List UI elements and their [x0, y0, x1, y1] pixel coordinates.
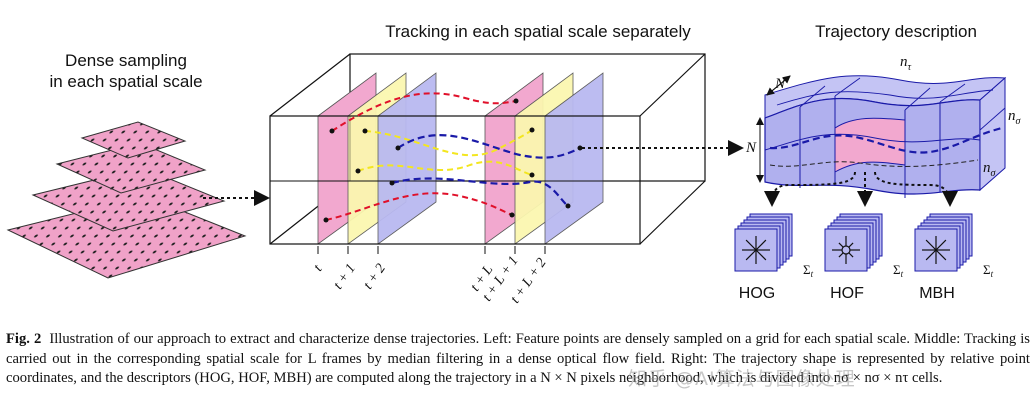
descriptor-stack-hof — [824, 213, 883, 272]
title-trajectory-description: Trajectory description — [815, 22, 977, 41]
label-frame-t2: t + 2 — [361, 261, 389, 292]
label-N-top: N — [774, 76, 786, 92]
trajectory-red-bottom — [325, 192, 513, 221]
trajectories — [323, 92, 583, 223]
label-n-tau: nτ — [900, 54, 912, 73]
label-n-sigma-2: nσ — [983, 160, 997, 179]
gradient-star-icon — [742, 236, 770, 264]
trajectory-yellow-2 — [357, 160, 533, 176]
caption-text: Illustration of our approach to extract … — [6, 331, 1030, 386]
pyramid-layer-1 — [80, 121, 187, 159]
descriptor-stack-mbh — [914, 213, 973, 272]
title-dense-sampling-line1: Dense sampling — [65, 51, 187, 70]
watermark: 知乎 @AI算法与图像处理 — [628, 368, 856, 390]
video-volume — [269, 53, 706, 245]
descriptor-label-mbh: MBH — [919, 285, 955, 302]
label-frame-t: t — [311, 262, 326, 275]
caption-label: Fig. 2 — [6, 331, 42, 347]
sum-label-hog: Σt — [803, 262, 814, 279]
descriptor-grid — [756, 75, 1007, 198]
figure-caption: Fig. 2 Illustration of our approach to e… — [6, 330, 1030, 389]
sum-label-mbh: Σt — [983, 262, 994, 279]
label-n-sigma-1: nσ — [1008, 108, 1022, 127]
trajectory-blue-2 — [391, 177, 569, 207]
descriptor-stack-hog — [734, 213, 793, 272]
descriptor-stacks — [734, 213, 973, 272]
trajectory-yellow-1 — [364, 129, 533, 157]
descriptor-label-hog: HOG — [739, 285, 775, 302]
pyramid-layer-4 — [6, 195, 247, 279]
frame-ticks — [317, 246, 546, 254]
title-tracking: Tracking in each spatial scale separatel… — [385, 22, 691, 41]
title-dense-sampling-line2: in each spatial scale — [49, 72, 202, 91]
gradient-star-icon — [832, 236, 860, 264]
descriptor-arrows — [764, 171, 958, 207]
trajectory-blue-1 — [397, 134, 581, 159]
sum-label-hof: Σt — [893, 262, 904, 279]
label-N-left: N — [745, 140, 757, 156]
sampling-pyramid — [6, 121, 247, 279]
pyramid-layer-2 — [55, 142, 207, 194]
gradient-star-icon — [922, 236, 950, 264]
label-frame-t1: t + 1 — [331, 261, 359, 292]
trajectory-red-top — [331, 92, 517, 132]
descriptor-label-hof: HOF — [830, 285, 864, 302]
